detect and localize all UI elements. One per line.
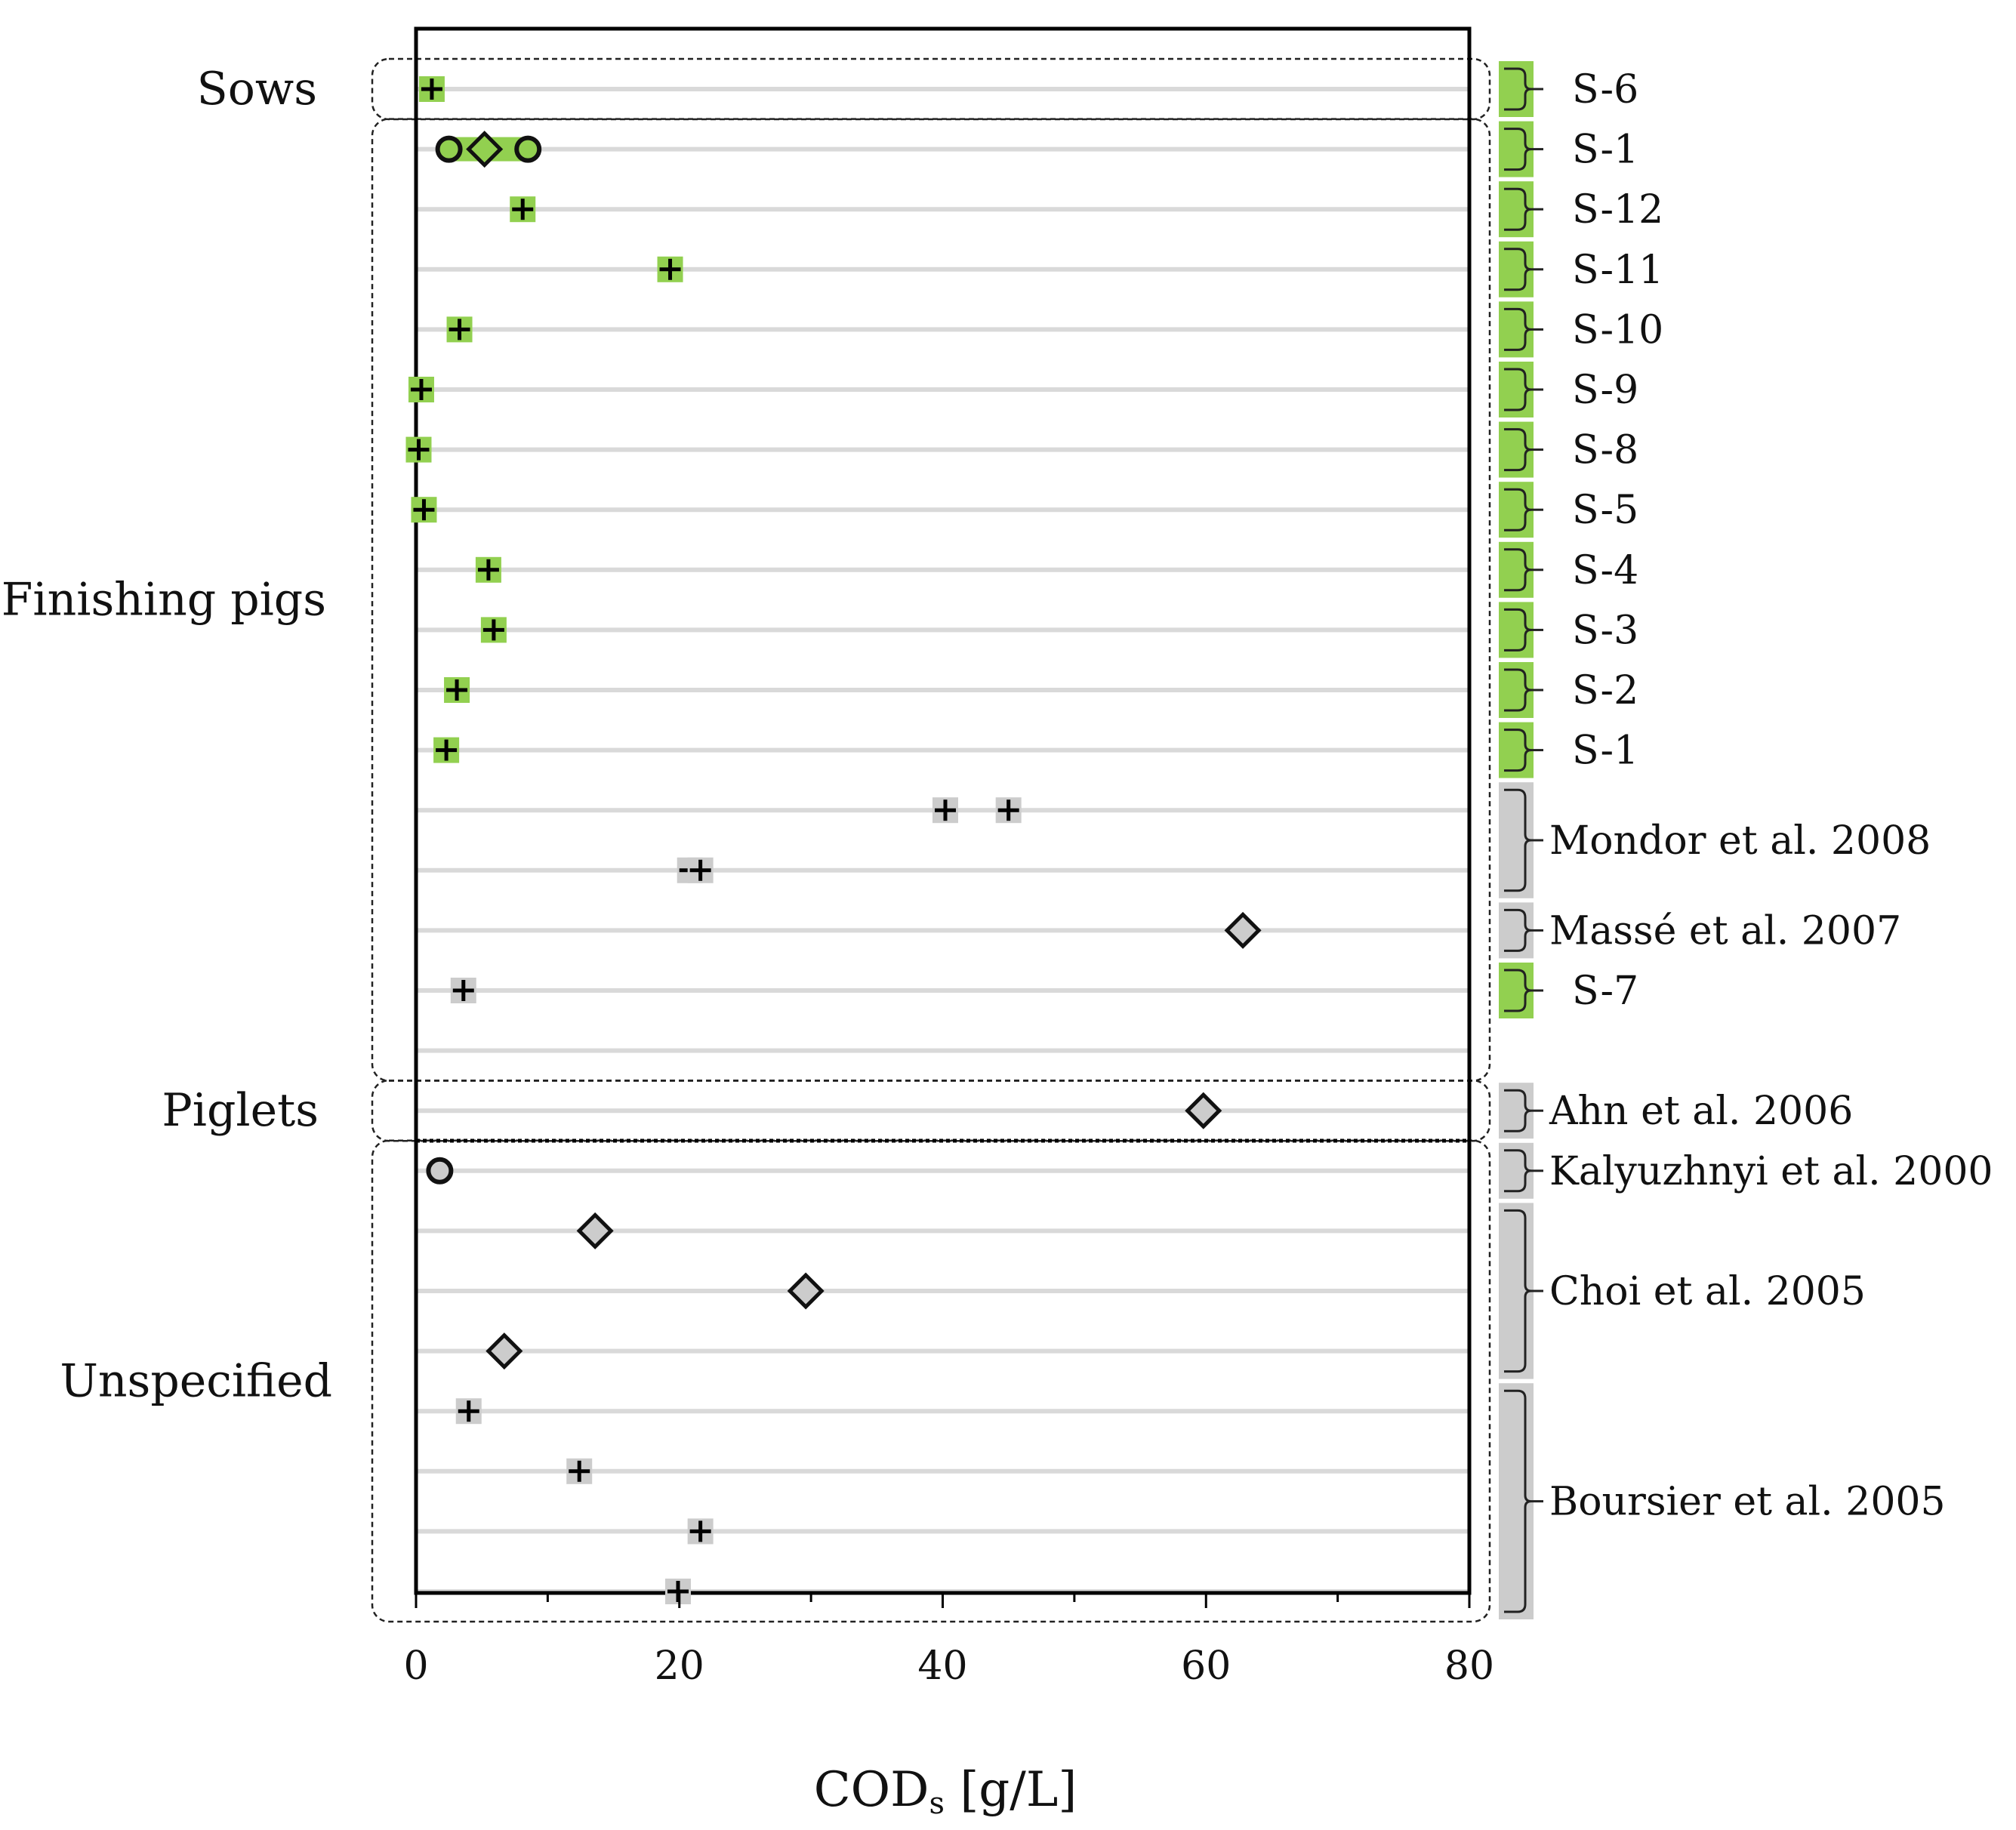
plus-marker: [421, 79, 442, 100]
x-axis-title-subscript: s: [929, 1786, 945, 1821]
source-label: S-10: [1572, 307, 1663, 353]
x-tick-label: 40: [917, 1644, 967, 1689]
plus-marker: [408, 439, 430, 461]
source-side-strips: [1499, 61, 1543, 1619]
x-axis-ticks: 0 20 40 60 80: [403, 1593, 1494, 1689]
source-label: S-1: [1572, 128, 1638, 173]
x-axis-title: CODs [g/L]: [814, 1762, 1077, 1821]
source-label: S-9: [1572, 368, 1638, 413]
data-points: [405, 76, 1262, 1604]
plus-marker: [477, 559, 499, 581]
group-frame: [371, 118, 1491, 1082]
source-label: S-1: [1572, 729, 1638, 774]
group-label: Unspecified: [60, 1354, 332, 1407]
source-label: S-3: [1572, 608, 1638, 653]
circle-marker: [426, 1157, 454, 1185]
source-label: Boursier et al. 2005: [1549, 1480, 1946, 1525]
plus-marker: [413, 499, 435, 521]
group-label: Finishing pigs: [2, 574, 326, 627]
plus-marker: [449, 319, 470, 340]
plus-marker: [659, 258, 681, 280]
row-grid-lines: [416, 87, 1469, 1594]
source-labels: S-6 S-1 S-12 S-11 S-10 S-9 S-8 S-5 S-4 S-3 S-2 S-1 M…: [1549, 67, 1993, 1525]
plus-marker: [997, 799, 1019, 821]
diamond-marker: [466, 131, 504, 168]
diamond-marker: [1224, 911, 1262, 949]
diamond-marker: [787, 1272, 825, 1310]
x-tick-label: 80: [1444, 1644, 1494, 1689]
plus-marker: [569, 1460, 590, 1482]
plus-marker: [667, 1581, 689, 1602]
group-frame: [371, 57, 1491, 121]
source-label: Mondor et al. 2008: [1549, 818, 1931, 864]
circle-marker: [514, 135, 542, 163]
group-labels: Sows Finishing pigs Piglets Unspecified: [2, 63, 332, 1407]
source-label: S-8: [1572, 428, 1638, 473]
source-label: Ahn et al. 2006: [1549, 1089, 1853, 1134]
x-axis-title-unit: [g/L]: [945, 1762, 1077, 1818]
plus-marker: [934, 799, 956, 821]
plus-marker: [446, 679, 468, 701]
source-label: Kalyuzhnyi et al. 2000: [1549, 1149, 1993, 1194]
diamond-marker: [486, 1332, 523, 1370]
plus-marker: [689, 859, 711, 881]
plus-marker: [436, 739, 458, 761]
x-tick-label: 0: [403, 1644, 428, 1689]
group-label: Sows: [197, 63, 317, 116]
plus-marker: [410, 379, 432, 400]
group-frame: [371, 1079, 1491, 1142]
plus-marker: [512, 199, 534, 220]
diamond-marker: [576, 1212, 614, 1249]
x-axis-title-main: COD: [814, 1762, 929, 1818]
source-label: Choi et al. 2005: [1549, 1269, 1866, 1314]
source-label: S-6: [1572, 67, 1638, 112]
x-tick-label: 20: [655, 1644, 704, 1689]
source-label: S-2: [1572, 668, 1638, 713]
x-tick-label: 60: [1181, 1644, 1231, 1689]
source-label: Massé et al. 2007: [1549, 908, 1901, 954]
source-label: S-11: [1572, 248, 1663, 293]
diamond-marker: [1185, 1092, 1222, 1129]
plus-marker: [689, 1520, 711, 1542]
source-label: S-4: [1572, 548, 1638, 593]
group-label: Piglets: [162, 1084, 319, 1137]
plus-marker: [458, 1400, 479, 1422]
group-frame: [371, 1139, 1491, 1623]
circle-marker: [435, 135, 463, 163]
group-frames: [371, 57, 1491, 1623]
plus-marker: [482, 619, 504, 641]
plus-marker: [452, 980, 474, 1001]
source-label: S-7: [1572, 969, 1638, 1014]
source-label: S-5: [1572, 488, 1638, 533]
source-label: S-12: [1572, 187, 1663, 233]
